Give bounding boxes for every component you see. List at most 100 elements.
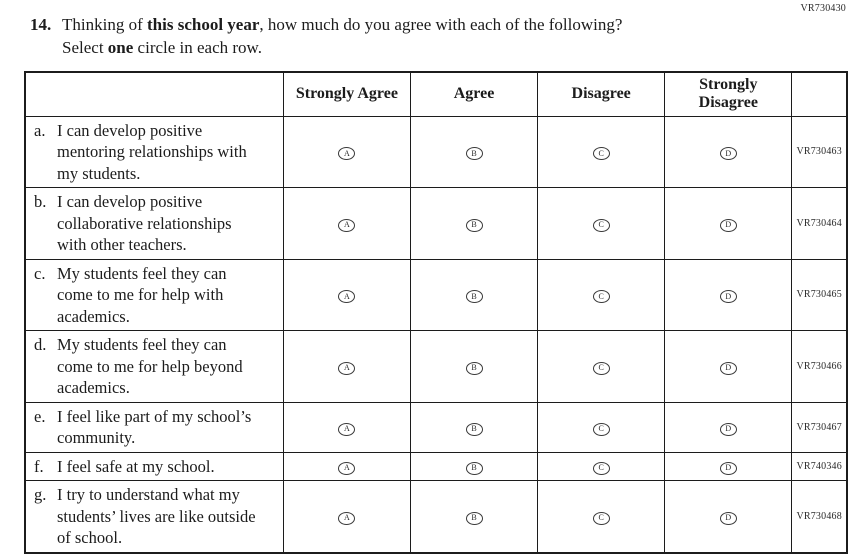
option-cell: C (537, 330, 666, 403)
row-tracking-code: VR730465 (791, 258, 848, 331)
question-segment: , how much do you agree with each of the… (259, 15, 623, 34)
option-bubble-d[interactable]: D (719, 461, 737, 475)
statement-text: I feel like part of my school’s communit… (57, 406, 252, 448)
table-header-row: Strongly Agree Agree Disagree Strongly D… (24, 71, 848, 117)
option-cell: B (409, 480, 539, 553)
option-cell: A (282, 330, 411, 403)
option-cell: B (409, 451, 539, 481)
option-cell: C (537, 480, 666, 553)
table-row-a: a. I can develop positive mentoring rela… (24, 115, 848, 188)
row-letter: e. (34, 406, 46, 426)
option-cell: C (537, 451, 666, 481)
table-row-b: b. I can develop positive collaborative … (24, 187, 848, 260)
option-cell: D (664, 187, 793, 260)
statement-cell: d. My students feel they can come to me … (24, 330, 284, 403)
question-segment: Thinking of (62, 15, 147, 34)
option-bubble-a[interactable]: A (338, 361, 356, 375)
statement-text: My students feel they can come to me for… (57, 335, 243, 397)
statement-cell: g. I try to understand what my students’… (24, 480, 284, 553)
option-bubble-c[interactable]: C (592, 511, 610, 525)
option-cell: B (409, 187, 539, 260)
table-row-c: c. My students feel they can come to me … (24, 258, 848, 331)
option-cell: A (282, 258, 411, 331)
option-bubble-b[interactable]: B (465, 422, 483, 436)
row-tracking-code: VR730463 (791, 115, 848, 188)
option-bubble-d[interactable]: D (719, 361, 737, 375)
statement-text: I can develop positive mentoring relatio… (57, 120, 247, 183)
header-agree: Agree (409, 71, 539, 117)
option-bubble-c[interactable]: C (592, 461, 610, 475)
option-cell: A (282, 401, 411, 453)
row-letter: g. (34, 485, 47, 504)
option-bubble-c[interactable]: C (592, 422, 610, 436)
option-bubble-d[interactable]: D (719, 422, 737, 436)
option-bubble-a[interactable]: A (338, 422, 356, 436)
statement-text: My students feel they can come to me for… (57, 263, 227, 326)
statement-cell: a. I can develop positive mentoring rela… (24, 115, 284, 188)
header-disagree: Disagree (537, 71, 666, 117)
row-tracking-code: VR730467 (791, 401, 848, 453)
statement-header-blank (24, 71, 284, 117)
table-row-d: d. My students feel they can come to me … (24, 330, 848, 403)
table-row-f: f. I feel safe at my school. A B C D VR7… (24, 451, 848, 481)
option-bubble-c[interactable]: C (592, 147, 610, 161)
option-bubble-d[interactable]: D (719, 511, 737, 525)
option-bubble-c[interactable]: C (592, 290, 610, 304)
option-cell: B (409, 258, 539, 331)
option-bubble-d[interactable]: D (719, 290, 737, 304)
row-letter: f. (34, 456, 44, 476)
option-bubble-c[interactable]: C (592, 218, 610, 232)
table-row-g: g. I try to understand what my students’… (24, 480, 848, 553)
statement-cell: c. My students feel they can come to me … (24, 258, 284, 331)
option-bubble-a[interactable]: A (338, 147, 356, 161)
option-cell: D (664, 401, 793, 453)
question-14: 14. Thinking of this school year, how mu… (0, 0, 861, 59)
option-bubble-a[interactable]: A (338, 511, 356, 525)
option-bubble-b[interactable]: B (465, 461, 483, 475)
option-bubble-a[interactable]: A (338, 461, 356, 475)
statement-text: I feel safe at my school. (57, 456, 215, 476)
statement-text: I can develop positive collaborative rel… (57, 192, 232, 254)
question-number: 14. (30, 15, 52, 34)
option-bubble-a[interactable]: A (338, 218, 356, 232)
row-letter: c. (34, 263, 46, 283)
option-cell: C (537, 258, 666, 331)
question-segment: Select (62, 38, 108, 57)
row-letter: a. (34, 120, 46, 140)
option-bubble-b[interactable]: B (465, 290, 483, 304)
option-cell: D (664, 115, 793, 188)
option-bubble-c[interactable]: C (592, 361, 610, 375)
option-cell: D (664, 480, 793, 553)
question-segment-bold: this school year (147, 15, 260, 34)
page-tracking-code: VR730430 (800, 3, 846, 14)
table-row-e: e. I feel like part of my school’s commu… (24, 401, 848, 453)
statement-text: I try to understand what my students’ li… (57, 485, 256, 547)
statement-cell: e. I feel like part of my school’s commu… (24, 401, 284, 453)
option-bubble-b[interactable]: B (465, 511, 483, 525)
option-bubble-b[interactable]: B (465, 147, 483, 161)
code-header-blank (791, 71, 848, 117)
option-cell: A (282, 115, 411, 188)
option-bubble-a[interactable]: A (338, 290, 356, 304)
row-tracking-code: VR730466 (791, 330, 848, 403)
header-strongly-agree: Strongly Agree (282, 71, 411, 117)
option-cell: C (537, 115, 666, 188)
option-cell: B (409, 401, 539, 453)
question-text: Thinking of this school year, how much d… (62, 13, 622, 59)
row-tracking-code: VR740346 (791, 451, 848, 481)
question-segment-bold: one (107, 38, 134, 57)
question-line-1: Thinking of this school year, how much d… (62, 13, 622, 36)
option-cell: C (537, 401, 666, 453)
option-bubble-b[interactable]: B (465, 361, 483, 375)
question-segment: circle in each row. (133, 38, 262, 57)
row-letter: d. (34, 335, 47, 354)
option-cell: A (282, 451, 411, 481)
option-cell: D (664, 330, 793, 403)
row-tracking-code: VR730464 (791, 187, 848, 260)
row-tracking-code: VR730468 (791, 480, 848, 553)
option-bubble-d[interactable]: D (719, 218, 737, 232)
option-bubble-b[interactable]: B (465, 218, 483, 232)
option-bubble-d[interactable]: D (719, 147, 737, 161)
option-cell: D (664, 258, 793, 331)
